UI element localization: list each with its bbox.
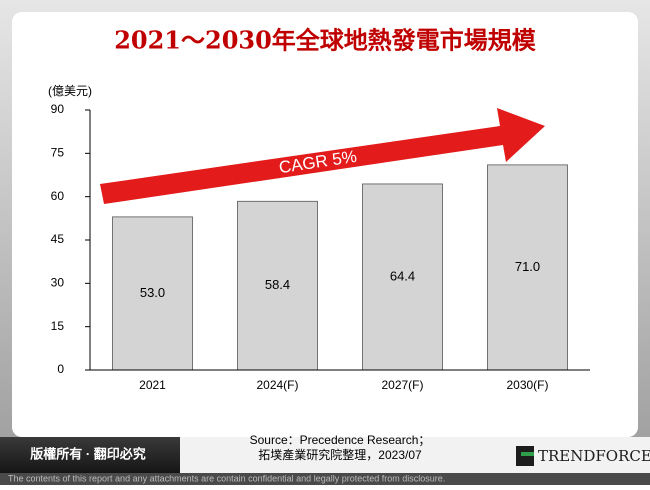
bar <box>362 183 443 371</box>
y-tick-label: 60 <box>51 189 65 203</box>
brand: TRENDFORCE <box>538 447 650 465</box>
chart-title: 2021～2030年全球地熱發電市場規模 <box>114 26 537 55</box>
x-tick-label: 2024(F) <box>256 378 298 392</box>
y-tick-label: 75 <box>51 146 65 160</box>
cagr-arrow <box>100 108 545 204</box>
y-axis-label: (億美元) <box>48 84 92 98</box>
disclaimer: The contents of this report and any atta… <box>8 473 445 483</box>
x-tick-label: 2030(F) <box>506 378 548 392</box>
bar <box>487 164 568 371</box>
y-tick-label: 90 <box>51 102 65 116</box>
value-label: 71.0 <box>515 259 540 274</box>
y-tick-label: 30 <box>51 276 65 290</box>
disclaimer-band <box>0 473 650 485</box>
y-tick-label: 15 <box>51 319 65 333</box>
copyright: 版權所有 · 翻印必究 <box>30 446 146 461</box>
brand-logo-accent <box>521 452 534 456</box>
y-tick-label: 0 <box>57 362 64 376</box>
y-tick-label: 45 <box>51 232 65 246</box>
value-label: 53.0 <box>140 285 165 300</box>
value-label: 64.4 <box>390 268 415 283</box>
source-line: Source：Precedence Research； <box>250 433 431 447</box>
bar <box>237 200 318 371</box>
x-tick-label: 2021 <box>139 378 166 392</box>
source-line: 拓墣產業研究院整理，2023/07 <box>258 447 422 462</box>
value-label: 58.4 <box>265 277 290 292</box>
copyright-box <box>0 437 180 473</box>
x-tick-label: 2027(F) <box>381 378 423 392</box>
